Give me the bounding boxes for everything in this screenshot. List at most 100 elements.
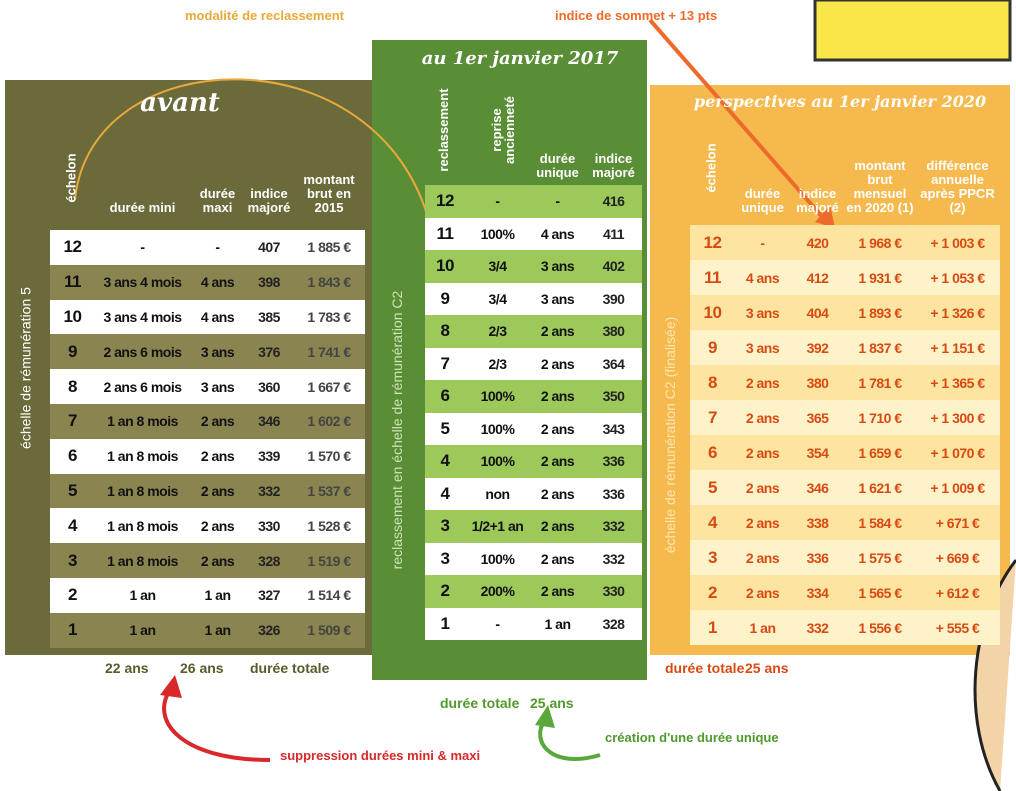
table-cell: + 1 365 € <box>915 365 1000 400</box>
table-cell: 2 ans <box>190 474 245 509</box>
column-header: échelon <box>705 120 721 215</box>
table-cell: 4 <box>690 505 735 540</box>
table-cell: 1 710 € <box>845 400 915 435</box>
table-cell: 385 <box>245 300 293 335</box>
table-cell: 390 <box>585 283 642 316</box>
footer-text: 25 ans <box>530 695 574 711</box>
table-cell: 338 <box>790 505 845 540</box>
table-cell: 407 <box>245 230 293 265</box>
table-cell: 2 ans <box>190 543 245 578</box>
table-cell: 2 <box>425 575 465 608</box>
table-cell: 2 ans <box>530 575 585 608</box>
table-cell: 5 <box>690 470 735 505</box>
table-cell: 3 ans <box>190 334 245 369</box>
table-cell: - <box>190 230 245 265</box>
column-header: indice majoré <box>790 120 845 215</box>
table-cell: 330 <box>245 508 293 543</box>
table-cell: 1 an 8 mois <box>95 439 190 474</box>
table-cell: 1 659 € <box>845 435 915 470</box>
table-cell: + 669 € <box>915 540 1000 575</box>
table-cell: 100% <box>465 218 530 251</box>
arrow-suppression <box>164 690 270 760</box>
table-cell: 376 <box>245 334 293 369</box>
table-cell: 1 843 € <box>293 265 365 300</box>
table-cell: 1 an 8 mois <box>95 543 190 578</box>
table-cell: 346 <box>245 404 293 439</box>
table-cell: 9 <box>690 330 735 365</box>
table-cell: 416 <box>585 185 642 218</box>
table-cell: 1 931 € <box>845 260 915 295</box>
table-cell: - <box>465 608 530 641</box>
table-cell: 12 <box>425 185 465 218</box>
table-cell: 327 <box>245 578 293 613</box>
table-cell: 3 <box>425 510 465 543</box>
table-cell: 4 <box>425 478 465 511</box>
table-cell: 350 <box>585 380 642 413</box>
table-cell: 339 <box>245 439 293 474</box>
table-cell: 3 ans 4 mois <box>95 265 190 300</box>
table-cell: 3/4 <box>465 250 530 283</box>
footer-text: 25 ans <box>745 660 789 676</box>
table-cell: - <box>530 185 585 218</box>
table-cell: 1 an <box>190 613 245 648</box>
footer-text: durée totale <box>250 660 329 676</box>
table-cell: 1 <box>690 610 735 645</box>
column-header: indice majoré <box>245 140 293 215</box>
table-cell: 1 528 € <box>293 508 365 543</box>
column-header: échelon <box>65 140 81 215</box>
table-cell: - <box>735 225 790 260</box>
table-cell: 1 575 € <box>845 540 915 575</box>
sign <box>815 0 1010 60</box>
table-cell: 2 ans <box>530 445 585 478</box>
table-cell: 2/3 <box>465 315 530 348</box>
table-cell: 332 <box>585 543 642 576</box>
footer-text: 26 ans <box>180 660 224 676</box>
table-cell: 1 an 8 mois <box>95 404 190 439</box>
annotation: modalité de reclassement <box>185 8 344 23</box>
table-cell: 332 <box>790 610 845 645</box>
table-cell: 1 an 8 mois <box>95 474 190 509</box>
table-cell: 1 885 € <box>293 230 365 265</box>
table-cell: 100% <box>465 543 530 576</box>
side-label: échelle de rémunération C2 (finalisée) <box>662 225 678 645</box>
table-cell: 11 <box>690 260 735 295</box>
table-cell: 3 ans <box>530 250 585 283</box>
table-cell: 360 <box>245 369 293 404</box>
table-cell: 4 ans <box>190 300 245 335</box>
table-cell: 7 <box>425 348 465 381</box>
table-cell: 404 <box>790 295 845 330</box>
table-cell: 10 <box>690 295 735 330</box>
table-cell: 2 ans <box>735 575 790 610</box>
annotation: indice de sommet + 13 pts <box>555 8 717 23</box>
table-cell: 2 ans <box>530 315 585 348</box>
table-cell: 1 514 € <box>293 578 365 613</box>
table-cell: 420 <box>790 225 845 260</box>
table-cell: + 612 € <box>915 575 1000 610</box>
table-cell: 1 519 € <box>293 543 365 578</box>
table-cell: 2 ans <box>735 435 790 470</box>
table-cell: 1 an <box>190 578 245 613</box>
table-cell: 7 <box>690 400 735 435</box>
table-cell: 3 ans <box>190 369 245 404</box>
side-label: échelle de rémunération 5 <box>17 80 33 655</box>
table-cell: 5 <box>425 413 465 446</box>
table-cell: 3 <box>425 543 465 576</box>
table-cell: 1 565 € <box>845 575 915 610</box>
table-cell: 1 an <box>735 610 790 645</box>
table-cell: 8 <box>690 365 735 400</box>
table-cell: 2/3 <box>465 348 530 381</box>
table-cell: 2 <box>50 578 95 613</box>
table-cell: 2 ans <box>190 404 245 439</box>
table-cell: 1 893 € <box>845 295 915 330</box>
table-cell: 1 621 € <box>845 470 915 505</box>
table-cell: 2 ans <box>530 380 585 413</box>
table-title: perspectives au 1er janvier 2020 <box>690 92 990 114</box>
table-cell: 2 ans 6 mois <box>95 334 190 369</box>
table-cell: 2 ans <box>735 470 790 505</box>
table-cell: 100% <box>465 445 530 478</box>
table-cell: 2 ans <box>530 478 585 511</box>
page: avant échelle de rémunération 5 échelon dur… <box>0 0 1016 791</box>
table-title: avant <box>90 88 270 116</box>
table-cell: 200% <box>465 575 530 608</box>
table-cell: 1 537 € <box>293 474 365 509</box>
